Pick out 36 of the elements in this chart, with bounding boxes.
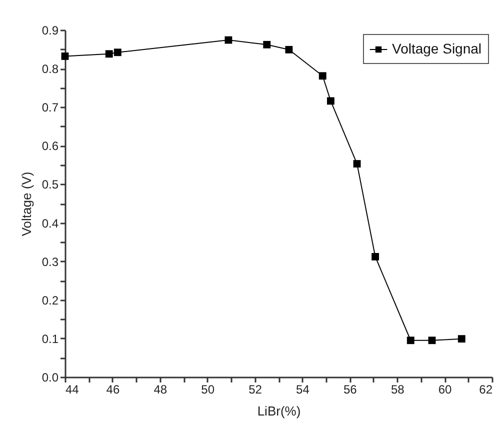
y-tick-label: 0.6 — [42, 139, 59, 154]
y-tick-label: 0.4 — [42, 216, 59, 230]
x-tick-label: 50 — [201, 382, 215, 396]
x-tick-label: 62 — [479, 382, 493, 396]
point — [61, 52, 69, 60]
point — [224, 36, 232, 44]
y-tick-label: 0.3 — [42, 254, 59, 269]
point — [428, 336, 436, 344]
x-tick-label: 60 — [438, 382, 452, 396]
x-tick-label: 48 — [154, 382, 168, 396]
x-tick-label: 56 — [343, 382, 358, 396]
y-tick-label: 0.0 — [42, 370, 59, 384]
point — [114, 48, 122, 56]
y-tick-label: 0.5 — [42, 178, 59, 192]
point — [263, 40, 271, 48]
point — [326, 97, 334, 105]
y-tick-label: 0.9 — [42, 24, 59, 38]
x-tick-label: 58 — [390, 382, 405, 396]
x-tick-label: 46 — [106, 382, 120, 396]
point — [458, 335, 466, 343]
point — [105, 50, 113, 58]
point — [372, 253, 379, 260]
point — [406, 336, 414, 344]
legend-label: Voltage Signal — [392, 40, 482, 56]
y-tick-label: 0.7 — [42, 100, 59, 115]
y-tick-label: 0.8 — [42, 62, 59, 76]
point — [285, 46, 293, 54]
x-tick-label: 44 — [66, 382, 80, 396]
point — [353, 160, 361, 168]
y-axis-title: Voltage (V) — [18, 172, 34, 236]
x-tick-label: 52 — [248, 382, 262, 396]
x-axis-title: LiBr(%) — [257, 404, 301, 418]
x-tick-label: 54 — [296, 382, 310, 396]
y-tick-label: 0.2 — [42, 293, 59, 308]
y-tick-label: 0.1 — [42, 332, 59, 346]
point — [318, 72, 326, 80]
